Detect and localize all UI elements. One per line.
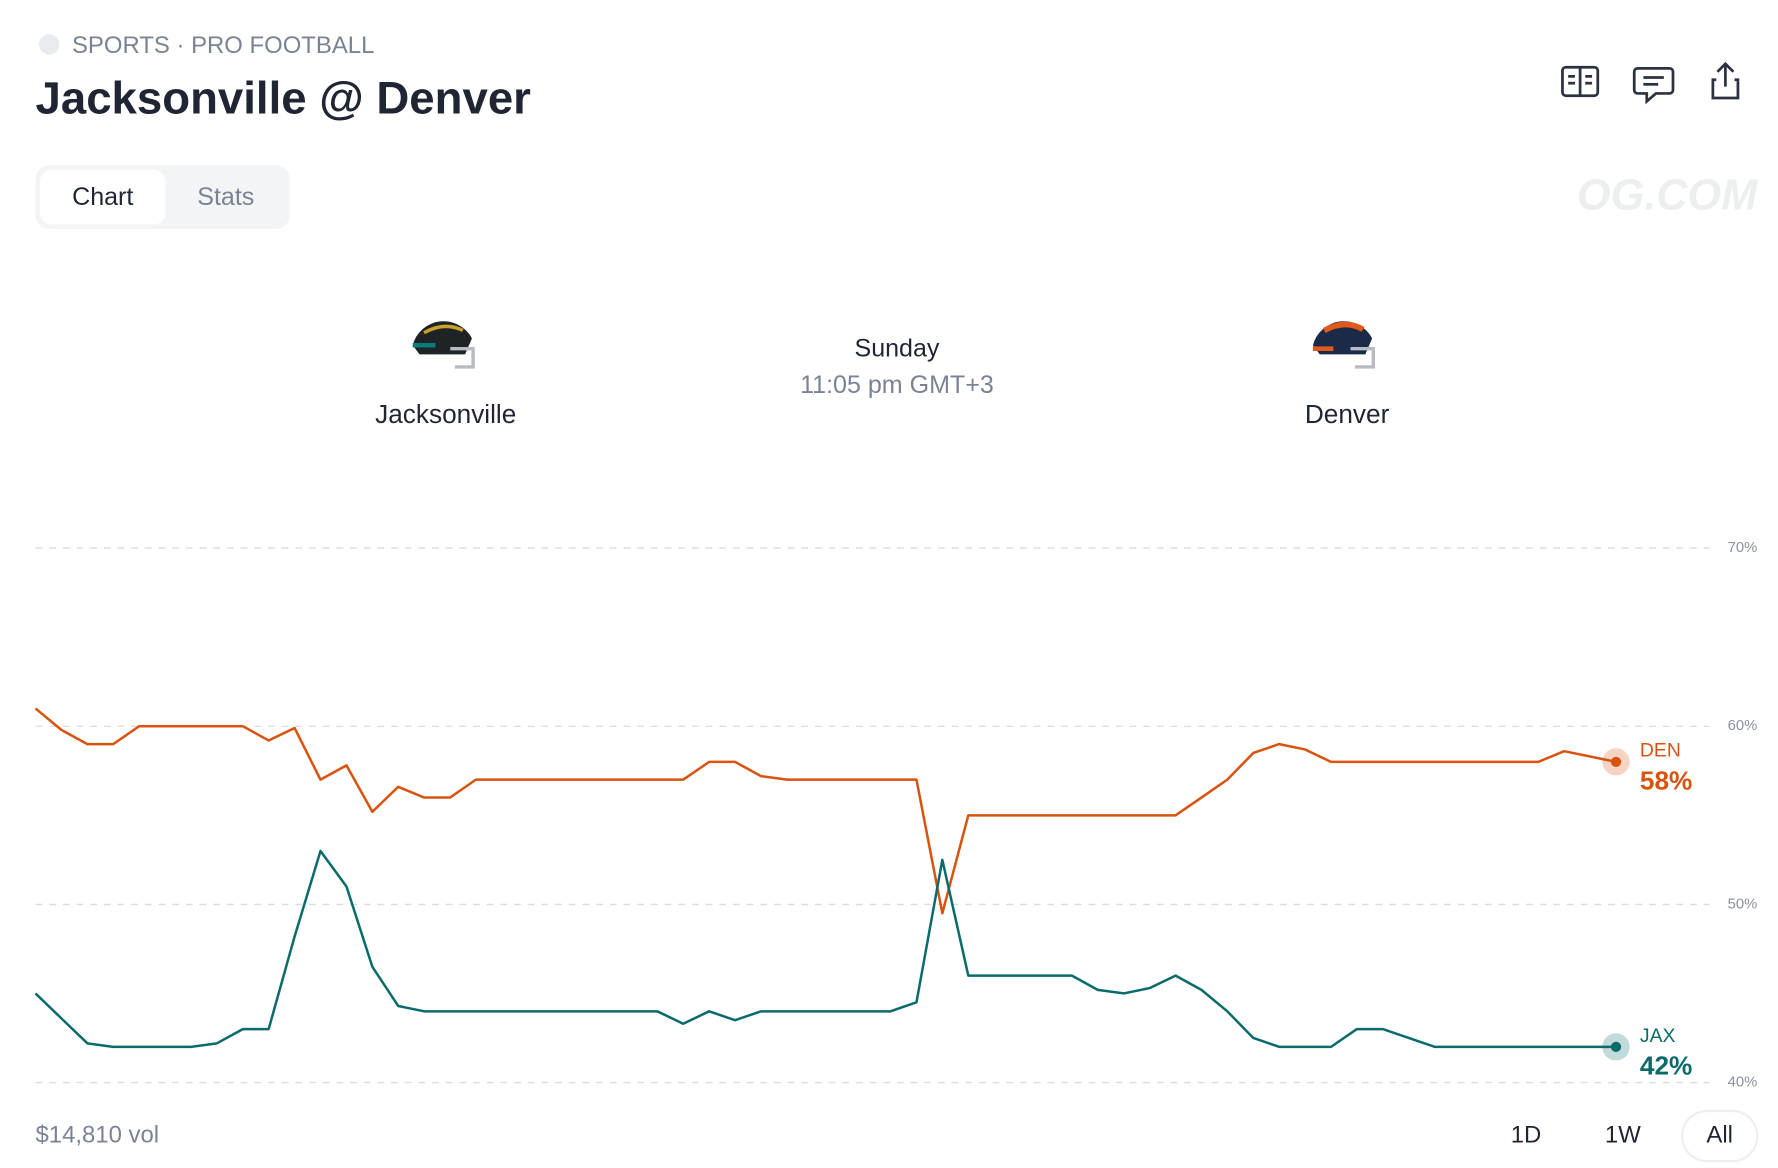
tab[interactable]: Stats [197, 183, 254, 211]
y-tick-label: 70% [1728, 540, 1758, 556]
category-icon [38, 34, 60, 55]
watermark: OG.COM [1577, 172, 1758, 220]
away-team: Denver [1305, 399, 1390, 429]
end-point [1610, 1041, 1622, 1053]
plot: 40% 50% 60% 70% DEN 58% JAX 42% [34, 540, 1758, 1090]
volume: $14,810 vol [36, 1121, 160, 1148]
docs-button[interactable] [1561, 65, 1600, 98]
legend-entry: DEN [1640, 740, 1681, 762]
end-label: 58% [1640, 765, 1692, 795]
range-button[interactable]: 1D [1511, 1121, 1542, 1148]
game-time: 11:05 pm GMT+3 [800, 371, 994, 399]
home-team: Jacksonville [375, 399, 516, 429]
share-button[interactable] [1711, 61, 1740, 100]
range-active[interactable] [1680, 1109, 1759, 1163]
away-helmet [1312, 321, 1376, 369]
series-line [34, 707, 1617, 915]
tab[interactable]: Chart [72, 183, 133, 211]
tab-active[interactable] [40, 169, 166, 225]
toolbar [1561, 61, 1740, 105]
y-tick-label: 40% [1728, 1074, 1758, 1090]
end-point [1610, 756, 1622, 768]
range-button[interactable]: All [1706, 1121, 1733, 1148]
legend-entry: JAX [1640, 1025, 1676, 1047]
title: Jacksonville @ Denver [36, 72, 532, 123]
range-button[interactable]: 1W [1605, 1121, 1641, 1148]
y-tick-label: 60% [1728, 718, 1758, 734]
end-label: 42% [1640, 1050, 1692, 1080]
home-helmet [412, 321, 475, 369]
comments-button[interactable] [1632, 67, 1675, 105]
y-tick-label: 50% [1728, 896, 1758, 912]
game-day: Sunday [855, 334, 940, 362]
category: SPORTS · PRO FOOTBALL [72, 32, 374, 59]
series-line [34, 849, 1617, 1049]
